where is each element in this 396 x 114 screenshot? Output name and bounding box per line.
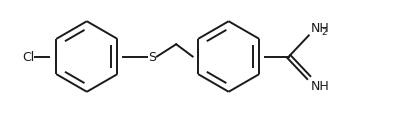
Text: Cl: Cl [23,51,35,63]
Text: 2: 2 [321,28,327,36]
Text: S: S [148,51,156,63]
Text: NH: NH [310,79,329,92]
Text: NH: NH [310,22,329,35]
